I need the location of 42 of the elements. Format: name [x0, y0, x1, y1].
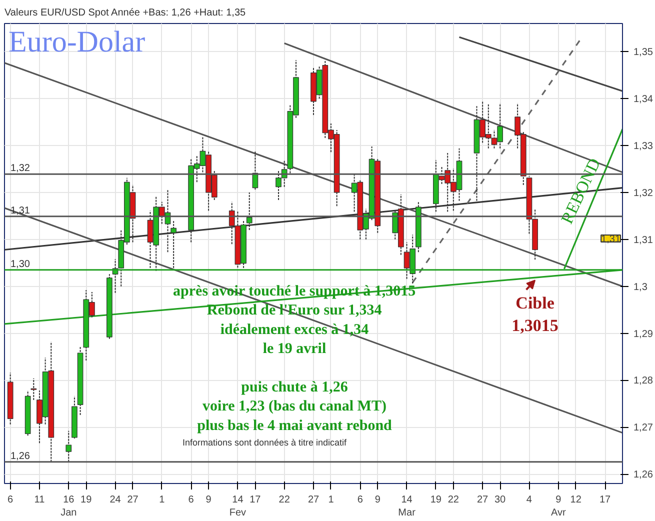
ref-line-label: 1,26 [10, 450, 30, 462]
x-tick-label: 6 [8, 494, 14, 506]
x-tick-label: 27 [127, 494, 139, 506]
x-tick-label: 9 Avr [550, 494, 566, 519]
x-tick-label: 1 [328, 494, 334, 506]
x-tick-label: 17 [599, 494, 612, 506]
x-tick-label: 14 Fev [229, 494, 246, 519]
x-tick-label: 6 [357, 494, 364, 506]
y-tick-label: 1,31 [634, 234, 654, 246]
x-tick-label: 14 Mar [398, 494, 416, 519]
y-tick-label: 1,32 [634, 188, 654, 199]
annotation: Cible 1,3015 [512, 293, 558, 336]
y-tick-label: 1,33 [634, 141, 654, 152]
x-tick-label: 30 [494, 494, 506, 506]
y-tick-label: 1,3 [634, 282, 648, 293]
x-tick-label: 27 [477, 494, 489, 506]
y-tick-label: 1,28 [634, 376, 654, 387]
y-tick-label: 1,34 [634, 94, 654, 106]
x-tick-label: 4 [526, 494, 532, 506]
x-tick-label: 19 [430, 494, 442, 506]
x-tick-label: 19 [80, 494, 92, 506]
y-tick-label: 1,27 [634, 422, 654, 434]
x-tick-label: 17 [250, 494, 262, 506]
ref-line-label: 1,30 [10, 258, 30, 270]
x-tick-label: 9 [206, 494, 212, 506]
x-tick-label: 1 [159, 494, 166, 506]
x-tick-label: 22 [278, 494, 290, 506]
y-tick-label: 1,29 [634, 328, 654, 340]
x-tick-label: 9 [374, 494, 381, 506]
ref-line-label: 1,32 [10, 163, 30, 174]
chart-title: Euro-Dolar [8, 26, 146, 58]
annotation: Informations sont données à titre indicatif [182, 438, 348, 448]
x-tick-label: 6 [188, 494, 194, 506]
x-tick-label: 12 [570, 494, 582, 506]
x-tick-label: 11 [34, 494, 46, 506]
y-tick-label: 1,26 [634, 470, 654, 481]
x-tick-label: 16 Jan [60, 494, 77, 519]
chart-subtitle: Valeurs EUR/USD Spot Année +Bas: 1,26 +Haut: 1,35 [4, 8, 246, 18]
x-tick-label: 27 [308, 494, 320, 506]
y-tick-label: 1,35 [634, 47, 654, 58]
x-tick-label: 24 [110, 494, 122, 506]
x-tick-label: 22 [448, 494, 460, 506]
